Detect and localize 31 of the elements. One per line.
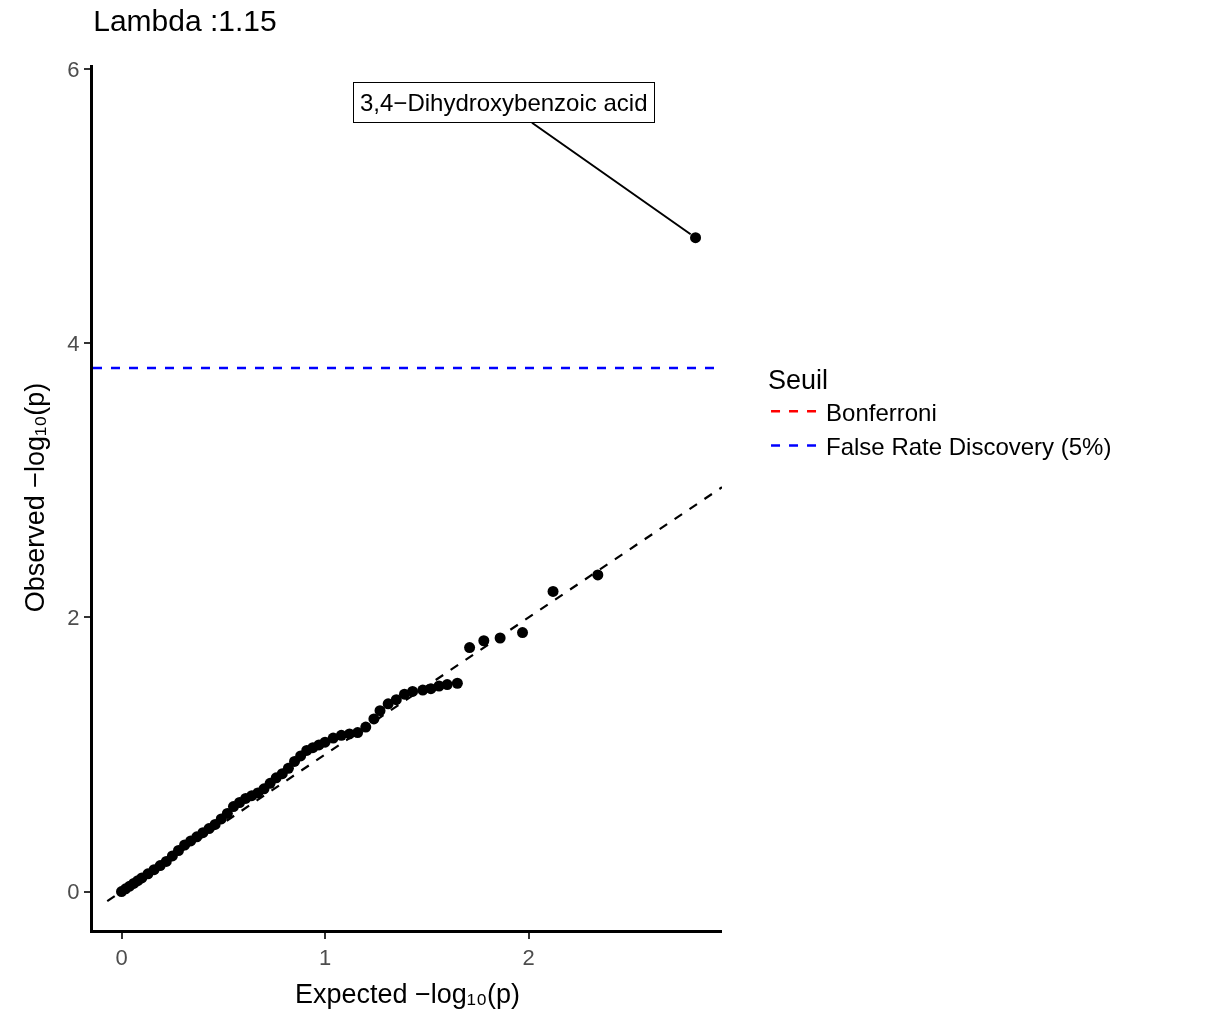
point [390, 694, 402, 706]
x-tick-label: 0 [115, 945, 128, 971]
legend-label: False Rate Discovery (5%) [826, 432, 1112, 460]
y-tick-label: 6 [67, 56, 80, 82]
point [478, 635, 490, 647]
chart-title: Lambda :1.15 [93, 4, 277, 38]
point [441, 679, 453, 691]
point [592, 569, 604, 581]
point [221, 807, 233, 819]
point [282, 762, 294, 774]
point [690, 232, 702, 244]
text: Bonferroni [826, 398, 937, 426]
point [547, 585, 559, 597]
y-tick-label: 4 [67, 330, 80, 356]
annotation: 3,4−Dihydroxybenzoic acid [360, 89, 648, 116]
point [407, 685, 419, 697]
point [494, 632, 506, 644]
x-tick-label: 1 [318, 945, 332, 971]
point [368, 713, 380, 725]
x-axis-title: Expected −log₁₀(p) [294, 978, 521, 1009]
point [360, 721, 372, 733]
point [464, 642, 476, 654]
y-tick-label: 0 [67, 879, 80, 905]
point [451, 677, 463, 689]
legend-title: Seuil [768, 365, 829, 396]
y-axis-title: Observed −log₁₀(p) [20, 382, 51, 613]
point [374, 705, 386, 717]
x-tick-label: 2 [522, 945, 535, 971]
point [352, 727, 364, 739]
point [517, 627, 529, 639]
y-tick-label: 2 [67, 605, 80, 631]
